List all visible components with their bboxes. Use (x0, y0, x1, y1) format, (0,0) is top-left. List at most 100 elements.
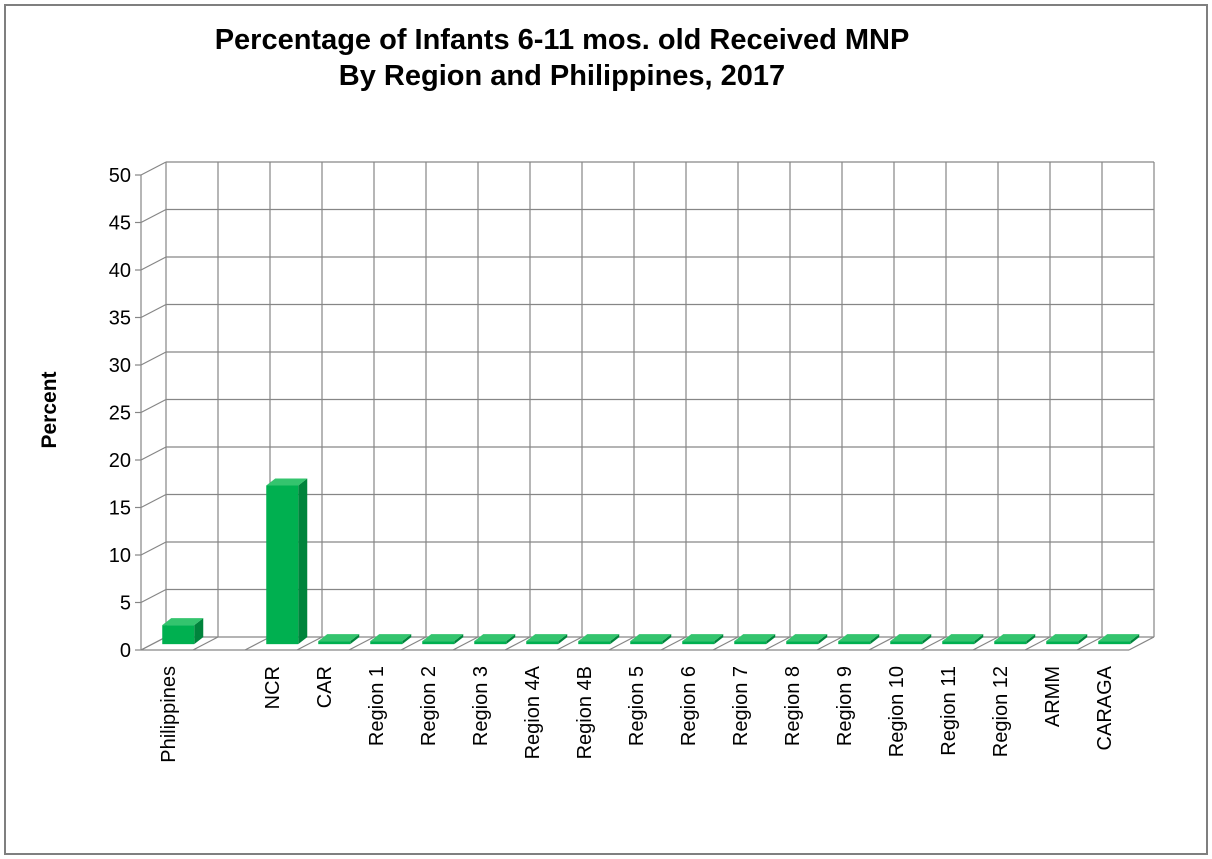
floor-line (868, 636, 895, 651)
bar-side (766, 634, 776, 645)
bar-front (786, 641, 819, 645)
bar-side (350, 634, 360, 645)
floor-line (816, 636, 843, 651)
floor-line (608, 636, 635, 651)
x-tick-label: Region 9 (834, 666, 856, 746)
y-axis-ticks: 0 5 10 15 20 25 30 35 40 45 50 (109, 165, 141, 662)
floor-line (920, 636, 947, 651)
y-axis-label: Percent (38, 371, 61, 448)
side-wall-line (140, 351, 167, 366)
bar (994, 634, 1036, 645)
bar-top (318, 634, 360, 642)
bar (474, 634, 516, 645)
x-tick-label: Region 3 (470, 666, 492, 746)
bar-side (974, 634, 984, 645)
bar-top (526, 634, 568, 642)
y-tick-label: 15 (109, 498, 131, 520)
y-tick-label: 50 (109, 165, 131, 187)
side-wall-line (140, 588, 167, 604)
bar-front (422, 641, 455, 645)
bar-top (734, 634, 776, 642)
floor-line (764, 636, 791, 651)
bar-side (714, 634, 724, 645)
bar (266, 478, 308, 645)
x-tick-label: Philippines (158, 666, 180, 763)
bar-front (942, 641, 975, 645)
y-tick-label: 5 (120, 593, 131, 615)
x-axis-ticks: Philippines NCR CAR Region 1 Region 2 Region … (158, 665, 1116, 762)
side-wall-line (140, 161, 167, 176)
side-wall-line (140, 493, 167, 509)
bar-top (994, 634, 1036, 642)
bar (422, 634, 464, 645)
bar-top (162, 618, 204, 626)
floor-line (400, 636, 427, 651)
x-tick-label: Region 4A (522, 665, 544, 759)
side-wall-line (140, 256, 167, 271)
bar-front (734, 641, 767, 645)
bar-side (194, 618, 204, 645)
bar-side (1130, 634, 1140, 645)
side-wall-line (140, 446, 167, 461)
x-tick-label: CAR (314, 666, 336, 708)
x-tick-label: Region 2 (418, 666, 440, 746)
chart-frame (4, 4, 1208, 855)
x-tick-label: ARMM (1042, 666, 1064, 727)
floor-line (348, 636, 375, 651)
bar-front (890, 641, 923, 645)
x-tick-label: Region 5 (626, 666, 648, 746)
y-tick-label: 10 (109, 545, 131, 567)
bar (838, 634, 880, 645)
bar-side (870, 634, 880, 645)
bar-top (370, 634, 412, 642)
y-tick-label: 0 (120, 640, 131, 662)
bar-side (922, 634, 932, 645)
y-tick-label: 35 (109, 308, 131, 330)
bar-front (474, 641, 507, 645)
bar-top (1046, 634, 1088, 642)
floor-line (1024, 636, 1051, 651)
x-tick-label: Region 10 (886, 666, 908, 757)
bar-side (402, 634, 412, 645)
bar-front (266, 485, 299, 645)
bar (890, 634, 932, 645)
bar-front (630, 641, 663, 645)
floor-line (1076, 636, 1103, 651)
y-tick-label: 30 (109, 355, 131, 377)
floor-line (296, 636, 323, 651)
bar (526, 634, 568, 645)
floor-line (556, 636, 583, 651)
bar-top (682, 634, 724, 642)
bar-side (1026, 634, 1036, 645)
bar-side (506, 634, 516, 645)
bar-side (454, 634, 464, 645)
bar-side (298, 478, 308, 645)
bar (682, 634, 724, 645)
bar-top (422, 634, 464, 642)
side-wall-line (140, 541, 167, 556)
bar-front (578, 641, 611, 645)
bar-top (786, 634, 828, 642)
floor-line (1128, 636, 1155, 651)
bar-top (266, 478, 308, 486)
side-wall-line (140, 636, 167, 651)
y-tick-label: 40 (109, 260, 131, 282)
bar (370, 634, 412, 645)
bar-front (682, 641, 715, 645)
bar-front (318, 641, 351, 645)
floor-line (244, 636, 271, 651)
bar-front (838, 641, 871, 645)
x-tick-label: Region 8 (782, 666, 804, 746)
y-tick-label: 25 (109, 403, 131, 425)
bar-front (1046, 641, 1079, 645)
bar-side (818, 634, 828, 645)
side-wall-line (140, 398, 167, 414)
x-tick-label: Region 4B (574, 666, 596, 759)
x-tick-label: CARAGA (1094, 665, 1116, 750)
bar-top (890, 634, 932, 642)
bar-side (610, 634, 620, 645)
side-wall-line (140, 208, 167, 224)
y-tick-label: 20 (109, 450, 131, 472)
floor-line (712, 636, 739, 651)
